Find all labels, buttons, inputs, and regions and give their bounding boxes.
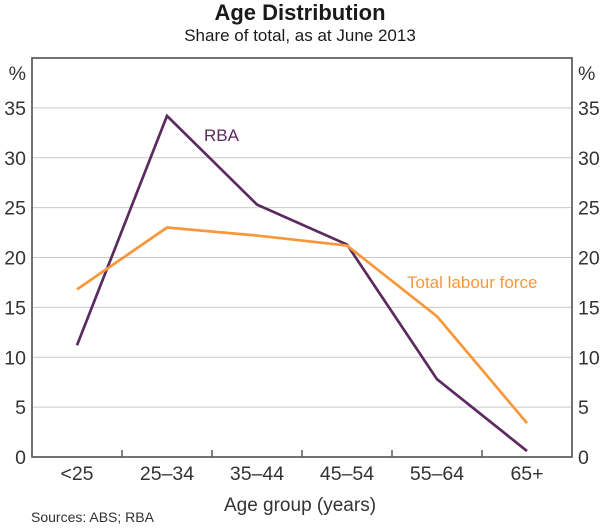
y-tick-label-left: 25 (4, 198, 26, 220)
y-tick-label-right: 15 (578, 297, 600, 319)
sources-note: Sources: ABS; RBA (31, 509, 154, 525)
y-tick-label-left: 30 (4, 148, 26, 170)
x-tick-label: <25 (60, 463, 93, 485)
y-unit-label-right: % (578, 63, 595, 85)
y-tick-label-right: 30 (578, 148, 600, 170)
y-tick-label-left: 35 (4, 98, 26, 120)
y-tick-label-left: 20 (4, 248, 26, 270)
y-tick-label-left: 0 (15, 447, 26, 469)
x-tick-label: 25–34 (140, 463, 194, 485)
x-tick-label: 45–54 (320, 463, 374, 485)
series-line-rba (75, 113, 528, 453)
y-tick-label-right: 5 (578, 397, 589, 419)
x-tick-label: 55–64 (410, 463, 464, 485)
x-tick-label: 65+ (510, 463, 543, 485)
y-unit-label-left: % (9, 63, 26, 85)
y-tick-label-right: 20 (578, 248, 600, 270)
y-tick-label-right: 0 (578, 447, 589, 469)
y-tick-label-right: 10 (578, 347, 600, 369)
y-tick-label-left: 10 (4, 347, 26, 369)
series-line-total-labour-force (76, 226, 529, 424)
x-tick-label: 35–44 (230, 463, 284, 485)
chart-subtitle: Share of total, as at June 2013 (184, 26, 416, 45)
series-label-rba: RBA (204, 126, 240, 145)
y-tick-label-left: 5 (15, 397, 26, 419)
chart-title: Age Distribution (214, 0, 386, 25)
y-tick-label-left: 15 (4, 297, 26, 319)
y-tick-label-right: 25 (578, 198, 600, 220)
y-tick-label-right: 35 (578, 98, 600, 120)
series-label-total-labour-force: Total labour force (407, 273, 537, 292)
x-axis-title: Age group (years) (223, 495, 377, 516)
